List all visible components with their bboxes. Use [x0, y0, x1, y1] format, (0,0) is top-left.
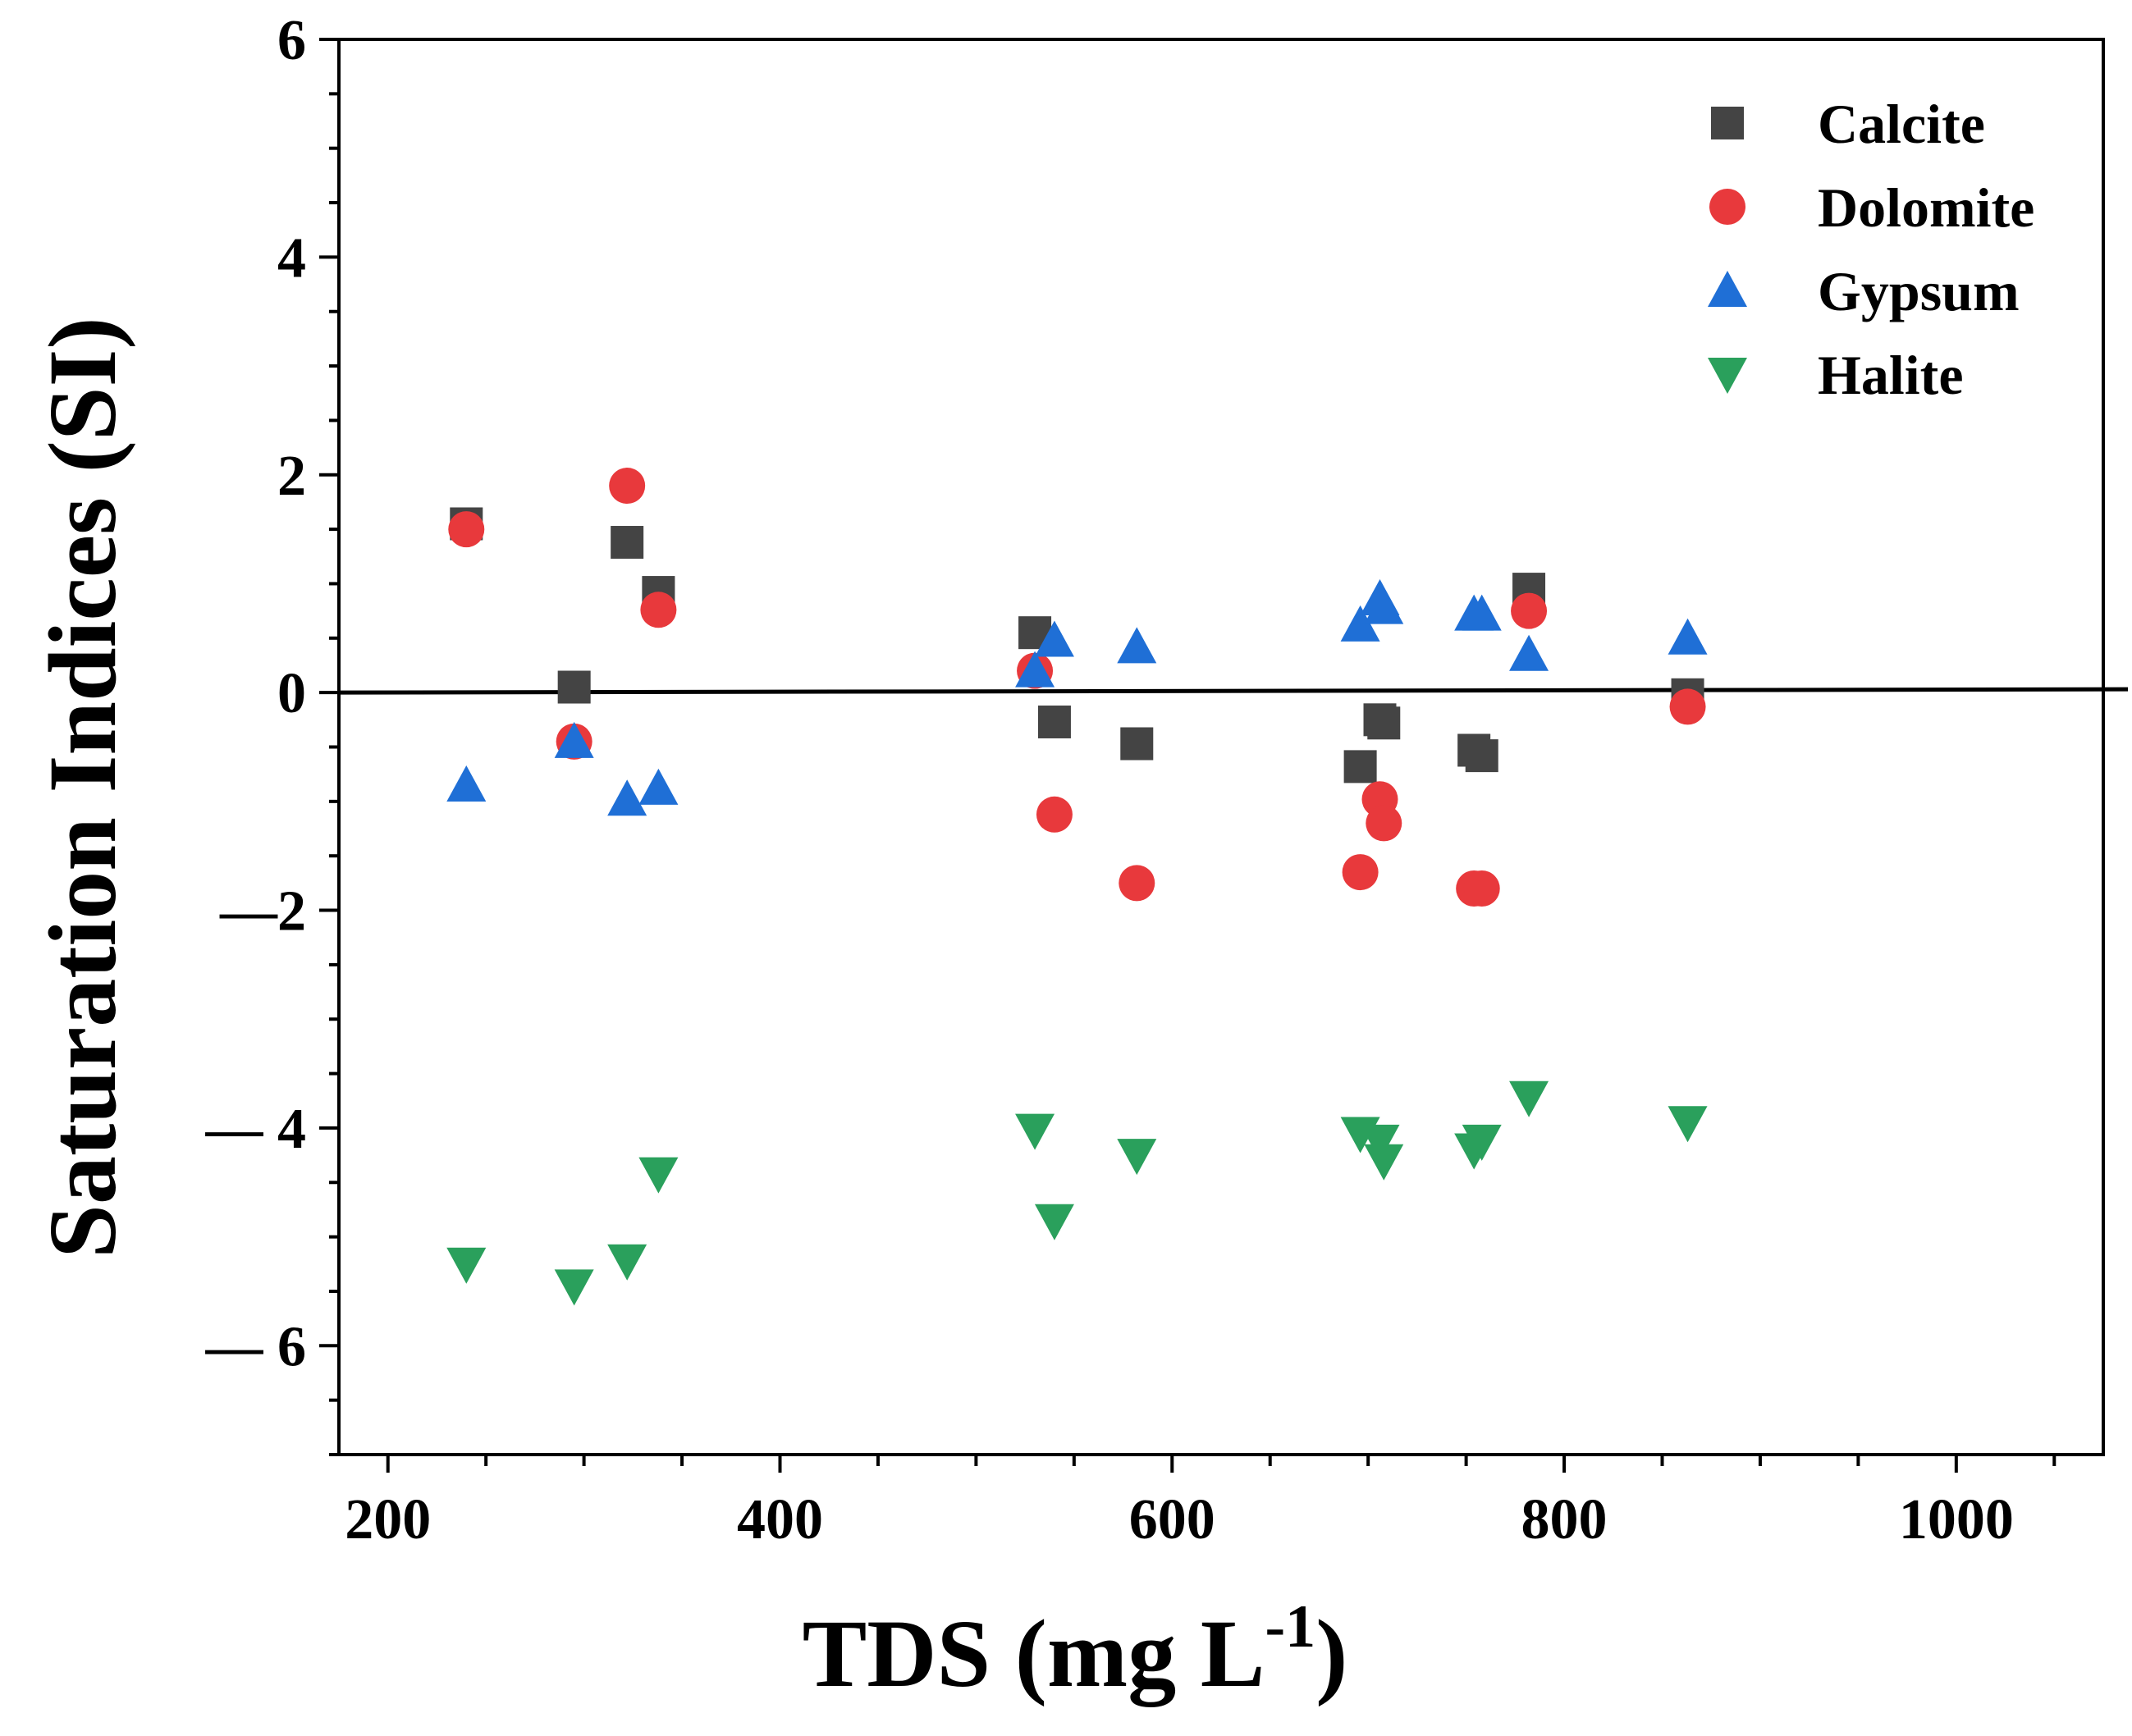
legend-label-calcite: Calcite [1818, 93, 1985, 155]
gypsum-point [1034, 620, 1074, 657]
dolomite-point [609, 468, 646, 505]
y-tick-label: 6 [277, 9, 306, 72]
x-axis-title: TDS (mg L-1) [803, 1593, 1348, 1707]
gypsum-point [1015, 651, 1055, 688]
series-gypsum [446, 579, 1708, 816]
gypsum-point [1340, 605, 1380, 642]
y-tick-label: 4 [277, 226, 306, 290]
dolomite-point [1366, 805, 1402, 842]
x-tick-label: 600 [1129, 1488, 1215, 1551]
gypsum-point [1364, 587, 1404, 624]
x-axis-title-main: TDS (mg L [803, 1600, 1265, 1707]
halite-point [1668, 1106, 1708, 1143]
gypsum-point [607, 779, 647, 816]
gypsum-point [1117, 627, 1157, 664]
series-calcite [450, 507, 1704, 783]
gypsum-point [554, 721, 594, 758]
x-tick-label: 1000 [1899, 1488, 2014, 1551]
halite-point [607, 1244, 647, 1281]
calcite-point [557, 670, 591, 704]
halite-point [446, 1247, 487, 1284]
dolomite-point [448, 511, 485, 548]
halite-point [1360, 1124, 1400, 1161]
halite-point [554, 1269, 594, 1306]
legend-marker-dolomite [1709, 189, 1745, 225]
legend-marker-gypsum [1708, 271, 1747, 307]
gypsum-point [638, 768, 679, 805]
calcite-point [1037, 705, 1071, 738]
calcite-point [1343, 750, 1377, 783]
y-tick-label: —2 [219, 880, 306, 943]
series-dolomite [448, 468, 1706, 907]
halite-point [1034, 1204, 1074, 1240]
gypsum-point [1509, 634, 1549, 671]
y-tick-label: 2 [277, 445, 306, 508]
dolomite-point [1119, 865, 1155, 902]
y-tick-label: — 4 [205, 1098, 307, 1161]
x-axis: 200 400 600 800 1000 [345, 1455, 2057, 1551]
calcite-point [1465, 739, 1498, 773]
data-points [446, 468, 1708, 1306]
dolomite-point [1669, 688, 1706, 725]
y-tick-label: — 6 [205, 1315, 307, 1378]
halite-point [1364, 1144, 1404, 1181]
y-tick-label: 0 [277, 662, 306, 725]
x-axis-title-superscript: -1 [1265, 1593, 1315, 1661]
halite-point [1462, 1124, 1502, 1161]
x-axis-title-close: ) [1315, 1600, 1347, 1707]
calcite-point [611, 526, 644, 560]
x-tick-label: 400 [737, 1488, 823, 1551]
calcite-point [1367, 706, 1401, 740]
calcite-point [1120, 727, 1154, 761]
plot-frame [337, 38, 2105, 1456]
gypsum-point [1668, 618, 1708, 655]
dolomite-point [1511, 592, 1548, 629]
halite-point [1015, 1113, 1055, 1150]
dolomite-point [1463, 870, 1500, 907]
legend-label-dolomite: Dolomite [1818, 176, 2034, 239]
halite-point [638, 1157, 679, 1194]
legend: Calcite Dolomite Gypsum Halite [1708, 93, 2034, 406]
x-tick-label: 200 [345, 1488, 431, 1551]
zero-reference-line [338, 687, 2129, 695]
gypsum-point [1462, 594, 1502, 631]
legend-marker-halite [1708, 358, 1747, 394]
dolomite-point [1342, 854, 1379, 891]
legend-label-gypsum: Gypsum [1818, 260, 2020, 322]
zero-reference-line-group [338, 687, 2129, 695]
halite-point [1117, 1139, 1157, 1176]
legend-label-halite: Halite [1818, 344, 1964, 406]
y-axis-title: Saturation Indices (SI) [29, 317, 136, 1258]
series-halite [446, 1080, 1708, 1306]
dolomite-point [640, 592, 677, 628]
legend-marker-calcite [1711, 107, 1744, 139]
gypsum-point [446, 765, 487, 802]
y-axis: 6 4 2 0 —2 — 4 — 6 [205, 9, 339, 1456]
dolomite-point [1036, 796, 1073, 833]
x-tick-label: 800 [1521, 1488, 1608, 1551]
halite-point [1509, 1080, 1549, 1117]
